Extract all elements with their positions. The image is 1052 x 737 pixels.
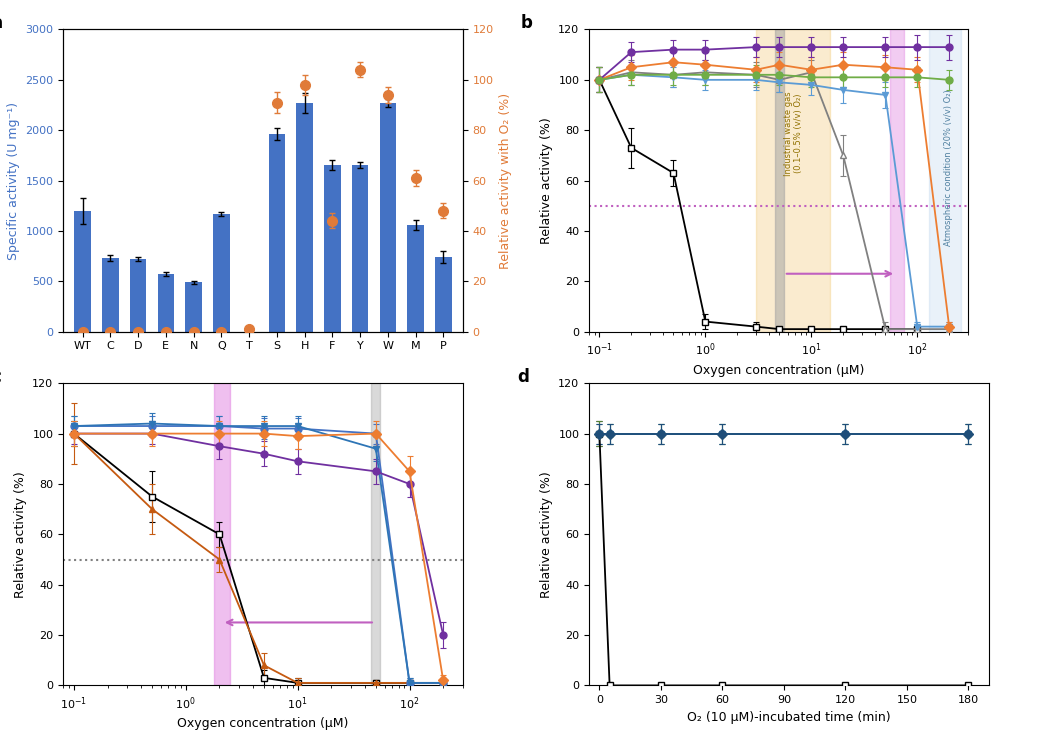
Y-axis label: Relative activity (%): Relative activity (%) [540, 471, 552, 598]
Text: d: d [518, 368, 529, 386]
Bar [929, 29, 962, 332]
Y-axis label: Relative activity (%): Relative activity (%) [14, 471, 26, 598]
X-axis label: Oxygen concentration (μM): Oxygen concentration (μM) [693, 363, 864, 377]
Y-axis label: Relative activity (%): Relative activity (%) [540, 117, 552, 244]
Bar [370, 383, 381, 685]
Bar [185, 282, 202, 332]
Bar [297, 103, 313, 332]
Bar [102, 258, 119, 332]
Bar [890, 29, 904, 332]
Bar [158, 274, 175, 332]
Y-axis label: Relative activity with O₂ (%): Relative activity with O₂ (%) [500, 93, 512, 268]
Bar [436, 257, 451, 332]
Text: Industrial waste gas
(0.1–0.5% (v/v) O₂): Industrial waste gas (0.1–0.5% (v/v) O₂) [784, 91, 804, 175]
Bar [774, 29, 784, 332]
Bar [380, 103, 397, 332]
Bar [324, 166, 341, 332]
X-axis label: O₂ (10 μM)-incubated time (min): O₂ (10 μM)-incubated time (min) [687, 710, 891, 724]
Bar [213, 214, 229, 332]
Bar [756, 29, 830, 332]
Bar [75, 211, 90, 332]
Bar [268, 134, 285, 332]
Bar [351, 166, 368, 332]
Bar [215, 383, 230, 685]
X-axis label: Oxygen concentration (μM): Oxygen concentration (μM) [178, 717, 348, 730]
Text: Atmospheric condition (20% (v/v) O₂): Atmospheric condition (20% (v/v) O₂) [944, 90, 952, 246]
Bar [129, 259, 146, 332]
Bar [407, 225, 424, 332]
Text: b: b [521, 15, 532, 32]
Y-axis label: Specific activity (U mg⁻¹): Specific activity (U mg⁻¹) [6, 102, 20, 259]
Text: a: a [0, 15, 2, 32]
